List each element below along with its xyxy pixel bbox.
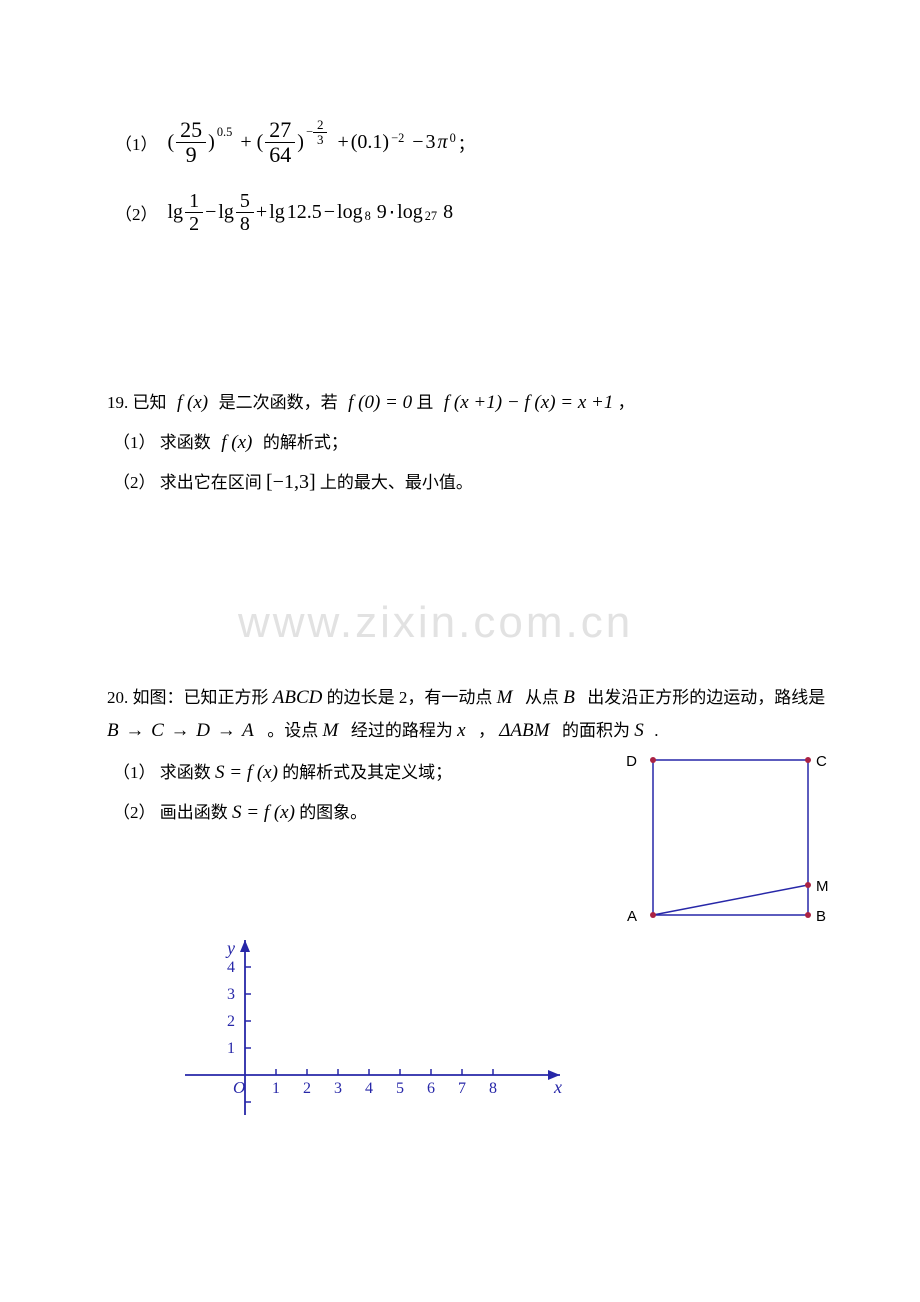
svg-text:7: 7	[458, 1080, 466, 1097]
svg-text:y: y	[225, 938, 235, 958]
svg-text:x: x	[553, 1077, 562, 1097]
svg-text:4: 4	[227, 959, 235, 976]
svg-text:3: 3	[334, 1080, 342, 1097]
svg-text:2: 2	[303, 1080, 311, 1097]
svg-text:1: 1	[272, 1080, 280, 1097]
axes-diagram: 1 2 3 4 5 6 7 8 1 2 3 4 Ox y	[0, 0, 920, 1302]
svg-text:8: 8	[489, 1080, 497, 1097]
svg-text:1: 1	[227, 1040, 235, 1057]
svg-text:6: 6	[427, 1080, 435, 1097]
svg-text:5: 5	[396, 1080, 404, 1097]
svg-text:3: 3	[227, 986, 235, 1003]
svg-text:O: O	[233, 1078, 245, 1097]
svg-text:4: 4	[365, 1080, 373, 1097]
svg-text:2: 2	[227, 1013, 235, 1030]
